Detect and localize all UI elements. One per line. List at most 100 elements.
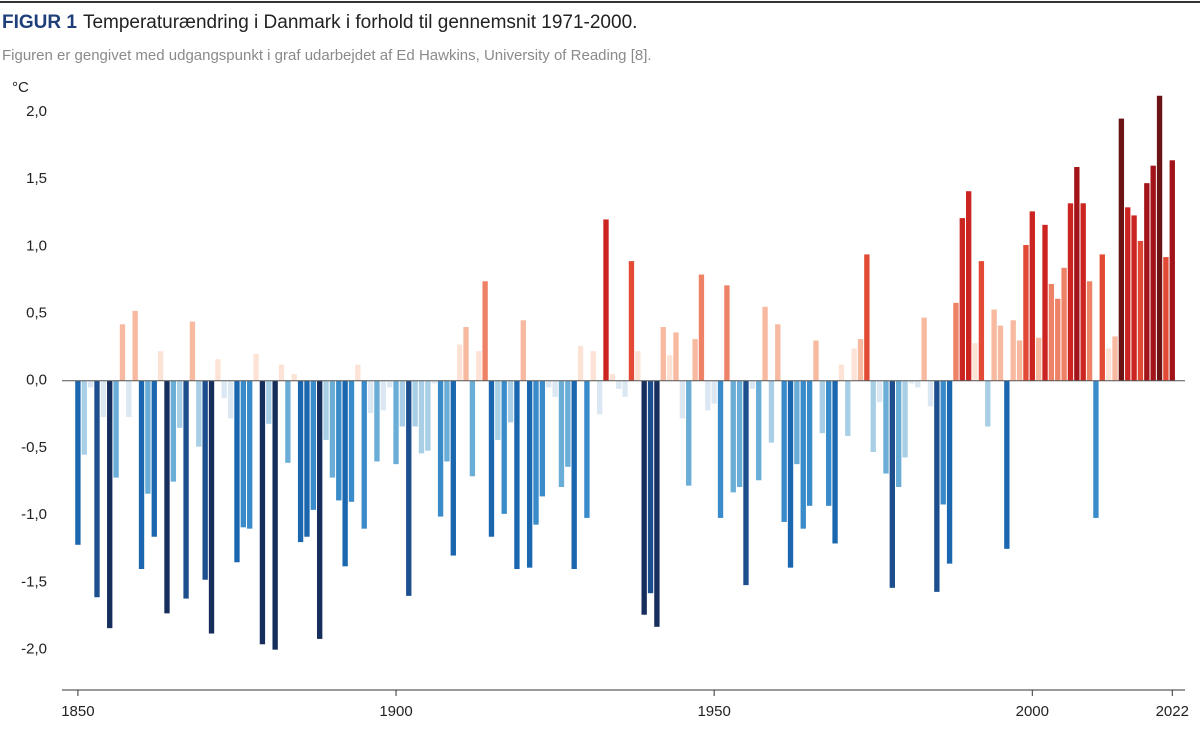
bar <box>571 380 577 569</box>
bar <box>1067 203 1074 381</box>
bar <box>558 380 565 487</box>
bar <box>934 380 940 592</box>
chart-subtitle: Figuren er gengivet med udgangspunkt i g… <box>2 47 652 64</box>
bar <box>1035 337 1042 381</box>
bar <box>323 380 329 440</box>
bar <box>686 380 692 486</box>
bar <box>132 310 138 381</box>
bar <box>501 380 507 514</box>
bar <box>126 380 132 418</box>
bar <box>488 380 495 537</box>
bar <box>227 380 234 419</box>
bar <box>896 380 902 487</box>
bar <box>1080 203 1086 381</box>
bar <box>355 364 361 381</box>
bar <box>266 380 272 424</box>
bar <box>520 320 526 381</box>
bar <box>978 261 985 381</box>
bar <box>953 302 959 381</box>
bar <box>107 380 113 629</box>
y-tick-label: 2,0 <box>26 103 47 120</box>
bar <box>418 380 425 454</box>
bar <box>876 380 883 403</box>
bar <box>482 281 488 381</box>
y-tick-label: 1,5 <box>26 170 47 187</box>
bar <box>1042 224 1048 381</box>
bar <box>997 325 1004 381</box>
bar <box>170 380 177 482</box>
bar <box>1099 254 1105 381</box>
bar <box>565 380 571 467</box>
y-tick-label: -0,5 <box>21 439 47 456</box>
bar <box>756 380 762 481</box>
x-tick-label: 1850 <box>61 703 94 720</box>
bar <box>870 380 876 453</box>
bar <box>113 380 119 478</box>
bar <box>666 355 673 381</box>
bar <box>183 380 189 599</box>
bar <box>329 380 336 478</box>
bar <box>965 191 972 381</box>
bar <box>81 380 87 455</box>
bar <box>431 380 437 384</box>
bar <box>1055 298 1061 381</box>
bar <box>972 343 978 381</box>
chart-title-block: FIGUR 1 Temperaturændring i Danmark i for… <box>2 12 637 33</box>
bar <box>1093 380 1099 518</box>
bar <box>985 380 991 427</box>
bar <box>660 327 666 381</box>
bar <box>991 309 997 381</box>
chart-title: Temperaturændring i Danmark i forhold ti… <box>83 12 637 33</box>
y-tick-label: -1,0 <box>21 506 47 523</box>
bar <box>533 380 539 525</box>
bar <box>743 380 749 586</box>
bar <box>526 380 533 568</box>
bar <box>622 380 628 397</box>
bar <box>584 380 590 518</box>
bar <box>711 380 717 404</box>
bar <box>781 380 787 522</box>
bar <box>1112 336 1118 381</box>
bar <box>889 380 895 588</box>
bar <box>399 380 406 427</box>
x-tick-label: 2022 <box>1156 703 1189 720</box>
bar <box>813 340 819 381</box>
bar <box>240 380 247 528</box>
bar <box>278 364 285 381</box>
bar <box>138 380 145 569</box>
bar <box>1169 160 1175 381</box>
bar <box>546 380 552 388</box>
bar <box>864 254 870 381</box>
bar <box>208 380 215 634</box>
bar <box>1016 340 1023 381</box>
bar <box>577 345 584 381</box>
bar <box>495 380 501 440</box>
bar <box>647 380 654 594</box>
bar <box>787 380 794 568</box>
bar <box>1074 167 1080 381</box>
bar <box>628 261 635 381</box>
bar <box>1131 215 1137 381</box>
bar <box>641 380 647 615</box>
bar <box>724 285 730 381</box>
bar <box>234 380 240 563</box>
bar <box>221 380 227 399</box>
bar <box>749 380 756 389</box>
bar <box>838 364 845 381</box>
bar <box>730 380 736 493</box>
bar <box>609 374 616 381</box>
bar <box>845 380 851 436</box>
bar <box>444 380 450 462</box>
bar <box>1150 165 1156 381</box>
bar <box>1105 348 1112 381</box>
bar <box>119 324 126 381</box>
bar <box>1048 283 1055 381</box>
bar <box>336 380 342 501</box>
bar <box>775 324 781 381</box>
bar <box>736 380 743 487</box>
bar <box>412 380 418 427</box>
bar <box>157 351 164 381</box>
bar <box>698 274 705 381</box>
